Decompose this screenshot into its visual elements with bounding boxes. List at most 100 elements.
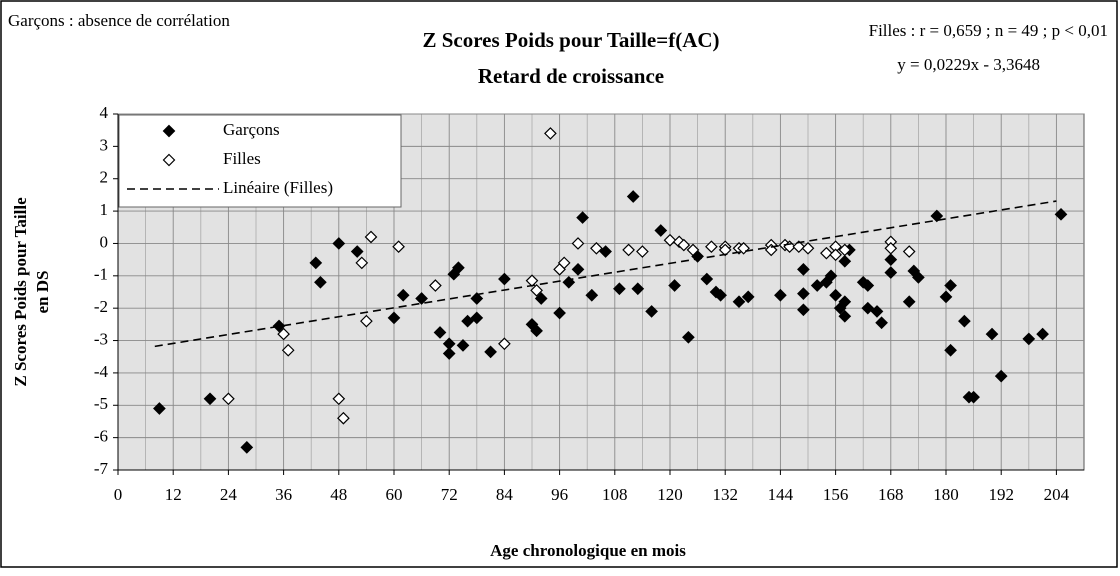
point (530, 324, 543, 338)
point (571, 262, 585, 276)
point (1022, 332, 1036, 346)
y-tick-label: 2 (100, 168, 109, 187)
y-tick-label: -4 (94, 362, 109, 381)
x-tick-label: 48 (330, 485, 347, 504)
point (875, 316, 888, 330)
annotation: Garçons : absence de corrélation (8, 11, 230, 30)
point (902, 295, 916, 309)
y-tick-label: 1 (100, 200, 109, 219)
point (332, 392, 346, 406)
x-tick-label: 0 (114, 485, 123, 504)
y-tick-label: -5 (94, 394, 108, 413)
chart-title: Z Scores Poids pour Taille=f(AC) (422, 28, 719, 52)
point (272, 319, 286, 333)
point (944, 343, 957, 357)
point (461, 314, 474, 328)
point (360, 314, 373, 328)
point (498, 337, 511, 351)
point (930, 209, 944, 223)
point (714, 288, 727, 302)
y-tick-label: -7 (94, 459, 109, 478)
point (470, 292, 484, 305)
legend: Garçons Filles Linéaire (Filles) (118, 114, 402, 208)
point (686, 243, 700, 257)
y-tick-label: -6 (94, 427, 108, 446)
x-tick-label: 204 (1044, 485, 1070, 504)
point (994, 369, 1008, 383)
x-tick-label: 60 (386, 485, 403, 504)
y-tick-label: -3 (94, 329, 108, 348)
point (902, 245, 916, 258)
x-axis-label: Age chronologique en mois (490, 541, 686, 560)
chart-subtitle: Retard de croissance (478, 64, 664, 88)
x-tick-label: 132 (712, 485, 738, 504)
annotation: y = 0,0229x - 3,3648 (897, 55, 1040, 74)
point (884, 253, 898, 266)
point (544, 127, 557, 140)
legend-label: Filles (223, 149, 261, 168)
y-tick-label: 3 (100, 135, 109, 154)
point (985, 327, 999, 341)
point (820, 246, 833, 260)
x-tick-label: 108 (602, 485, 628, 504)
point (636, 245, 649, 258)
point (442, 347, 456, 360)
point (452, 261, 465, 275)
point (824, 269, 838, 283)
point (534, 292, 548, 305)
x-tick-label: 144 (768, 485, 794, 504)
point (350, 245, 364, 258)
point (861, 279, 875, 292)
point (870, 305, 884, 318)
legend-symbol (162, 153, 176, 167)
y-tick-label: -1 (94, 265, 108, 284)
y-tick-label: 0 (100, 232, 109, 251)
point (530, 284, 543, 297)
point (585, 288, 599, 302)
point (654, 224, 668, 237)
point (557, 256, 571, 270)
annotation: Filles : r = 0,659 ; n = 49 ; p < 0,01 (869, 21, 1108, 40)
point (576, 211, 589, 224)
trend-line (154, 200, 1057, 348)
point (705, 240, 718, 254)
x-tick-label: 72 (441, 485, 458, 504)
point (797, 303, 810, 317)
point (392, 240, 405, 254)
point (396, 288, 410, 302)
point (912, 271, 925, 284)
point (792, 240, 806, 254)
point (774, 288, 787, 302)
point (364, 230, 378, 244)
point (309, 256, 323, 270)
x-tick-label: 12 (165, 485, 182, 504)
x-tick-label: 36 (275, 485, 292, 504)
point (797, 287, 810, 300)
point (861, 301, 875, 315)
point (810, 279, 824, 292)
point (797, 262, 810, 276)
point (677, 238, 691, 252)
point (203, 392, 217, 406)
y-axis-label: Z Scores Poids pour Taille (11, 197, 30, 387)
point (958, 314, 971, 328)
point (838, 243, 852, 257)
x-tick-label: 96 (551, 485, 568, 504)
point (700, 272, 714, 286)
x-tick-label: 156 (823, 485, 849, 504)
point (332, 237, 346, 250)
point (153, 402, 166, 415)
y-tick-label: 4 (100, 103, 109, 122)
point (613, 282, 626, 296)
point (1054, 207, 1068, 221)
point (682, 330, 695, 344)
point (645, 305, 658, 318)
x-tick-label: 84 (496, 485, 514, 504)
point (718, 243, 732, 257)
point (631, 282, 645, 296)
point (355, 256, 369, 270)
point (884, 266, 898, 279)
point (590, 241, 603, 255)
point (429, 279, 442, 292)
point (433, 326, 447, 339)
